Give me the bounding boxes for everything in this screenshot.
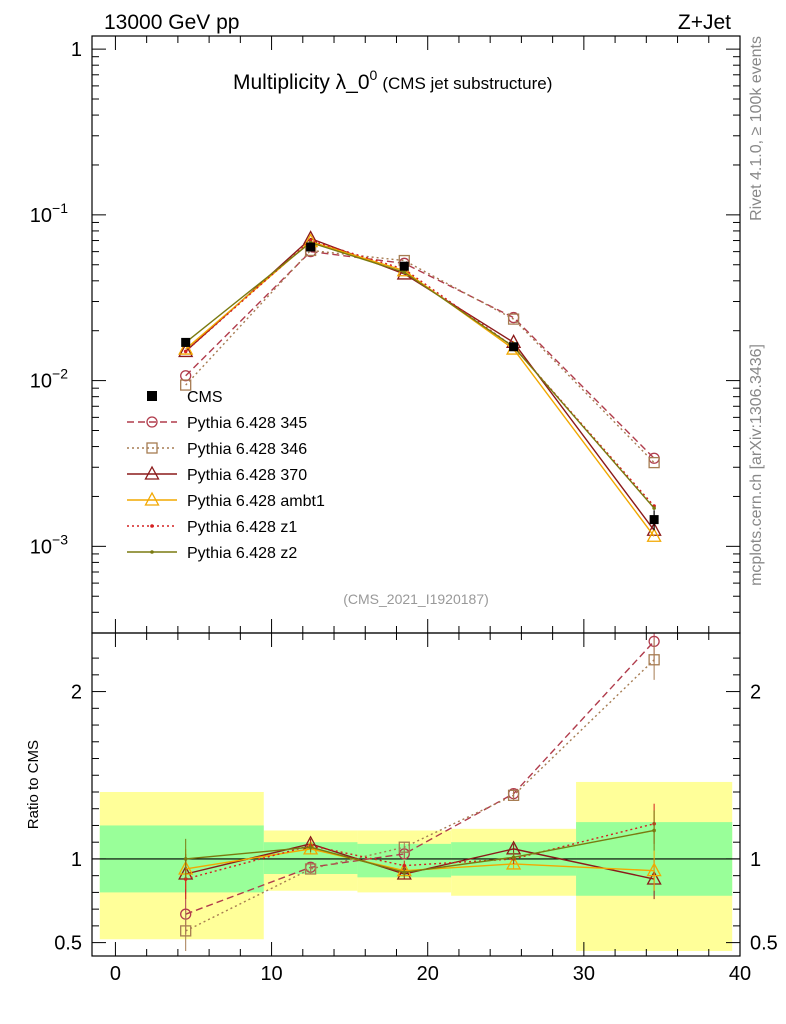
- ratio-series-marker: [652, 828, 656, 833]
- ratio-series-marker: [308, 845, 313, 850]
- ratio-series-marker: [396, 865, 412, 880]
- main-y-tick-label: 10−3: [30, 531, 68, 558]
- legend-marker: [150, 524, 154, 528]
- energy-label: 13000 GeV pp: [104, 11, 239, 34]
- plot-title: Multiplicity λ_00 (CMS jet substructure): [233, 67, 552, 94]
- plot-title-main: Multiplicity λ_0: [233, 71, 370, 94]
- legend-cms-label: CMS: [187, 389, 223, 406]
- legend-label: Pythia 6.428 z1: [187, 519, 297, 536]
- main-frame: [91, 35, 741, 634]
- main-y-axis: 110−110−210−3: [30, 39, 740, 634]
- ratio-series-marker: [398, 841, 410, 853]
- plot-subtitle: (CMS jet substructure): [382, 74, 552, 93]
- main-y-tick-exponent: −2: [52, 366, 68, 382]
- ratio-frame: [91, 632, 741, 957]
- legend-marker: [146, 416, 158, 428]
- x-axis: 0 10 20 30 40: [110, 36, 751, 985]
- main-series-marker: [178, 340, 194, 355]
- ratio-series-marker: [646, 862, 662, 877]
- main-y-tick-base: 1: [71, 39, 82, 61]
- legend-marker: [144, 491, 160, 506]
- legend-label: Pythia 6.428 346: [187, 441, 307, 458]
- ratio-y-tick-label: 2: [71, 682, 82, 704]
- main-series-marker: [507, 313, 520, 325]
- x-tick-label: 40: [729, 963, 751, 985]
- main-y-tick-base: 10: [30, 536, 52, 558]
- cms-data-point: [181, 337, 191, 347]
- legend-marker: [144, 465, 160, 480]
- x-tick-label: 10: [260, 963, 282, 985]
- ratio-series-marker: [402, 863, 407, 868]
- ratio-series-marker: [304, 863, 317, 875]
- main-series-marker: [180, 379, 192, 391]
- mcplots-reference-label: mcplots.cern.ch [arXiv:1306.3436]: [748, 344, 765, 586]
- cms-data-point: [306, 242, 316, 252]
- cms-data-point: [399, 261, 409, 271]
- ratio-series-marker: [505, 855, 522, 870]
- ratio-y-tick-label: 1: [71, 849, 82, 871]
- main-y-tick-base: 10: [30, 371, 52, 393]
- ratio-uncertainty-bands: [99, 781, 733, 951]
- main-y-tick-label: 10−1: [30, 200, 68, 227]
- x-tick-label: 30: [573, 963, 595, 985]
- plot-title-superscript: 0: [370, 67, 378, 83]
- main-series-marker: [652, 506, 656, 510]
- ratio-series-marker: [648, 654, 660, 666]
- ratio-y-label: Ratio to CMS: [25, 740, 42, 829]
- main-series-marker: [183, 349, 188, 354]
- ratio-y-tick-label-right: 1: [750, 849, 761, 871]
- main-series-marker: [646, 527, 662, 542]
- main-y-tick-exponent: −1: [52, 200, 68, 216]
- cms-data-point: [509, 342, 519, 352]
- main-y-tick-base: 10: [30, 205, 52, 227]
- legend-label: Pythia 6.428 345: [187, 415, 307, 432]
- ratio-y-axis: 0.5 0.5 1 1 2 2: [54, 657, 778, 955]
- legend-marker: [146, 442, 158, 454]
- ratio-series-line: [185, 640, 655, 915]
- process-label: Z+Jet: [678, 11, 731, 34]
- x-tick-label: 0: [110, 963, 121, 985]
- main-series-marker: [402, 270, 407, 275]
- ratio-series-marker: [183, 857, 188, 861]
- legend: CMS Pythia 6.428 345 Pythia 6.428 346 Pythi…: [127, 389, 325, 562]
- cms-data-point: [649, 515, 659, 525]
- main-y-tick-label: 10−2: [30, 366, 68, 393]
- legend-marker: [150, 550, 154, 554]
- ratio-y-tick-label: 0.5: [54, 933, 82, 955]
- legend-label: Pythia 6.428 z2: [187, 545, 297, 562]
- analysis-id-label: (CMS_2021_I1920187): [343, 591, 489, 607]
- ratio-y-tick-label-right: 0.5: [750, 933, 778, 955]
- ratio-series-marker: [507, 789, 520, 801]
- ratio-series-group: [178, 633, 662, 951]
- main-series-marker: [648, 456, 660, 469]
- main-series-marker: [180, 370, 192, 382]
- x-tick-label: 20: [417, 963, 439, 985]
- ratio-series-marker: [402, 870, 407, 875]
- main-series-marker: [178, 343, 194, 358]
- main-y-tick-label: 1: [71, 39, 82, 61]
- legend-cms-marker: [147, 391, 157, 401]
- legend-label: Pythia 6.428 ambt1: [187, 493, 325, 510]
- legend-label: Pythia 6.428 370: [187, 467, 307, 484]
- main-y-tick-exponent: −3: [52, 531, 68, 547]
- rivet-version-label: Rivet 4.1.0, ≥ 100k events: [748, 36, 765, 221]
- ratio-y-tick-label-right: 2: [750, 682, 761, 704]
- ratio-series-marker: [511, 855, 516, 860]
- cms-data-points: [181, 242, 659, 531]
- ratio-series-marker: [180, 925, 192, 937]
